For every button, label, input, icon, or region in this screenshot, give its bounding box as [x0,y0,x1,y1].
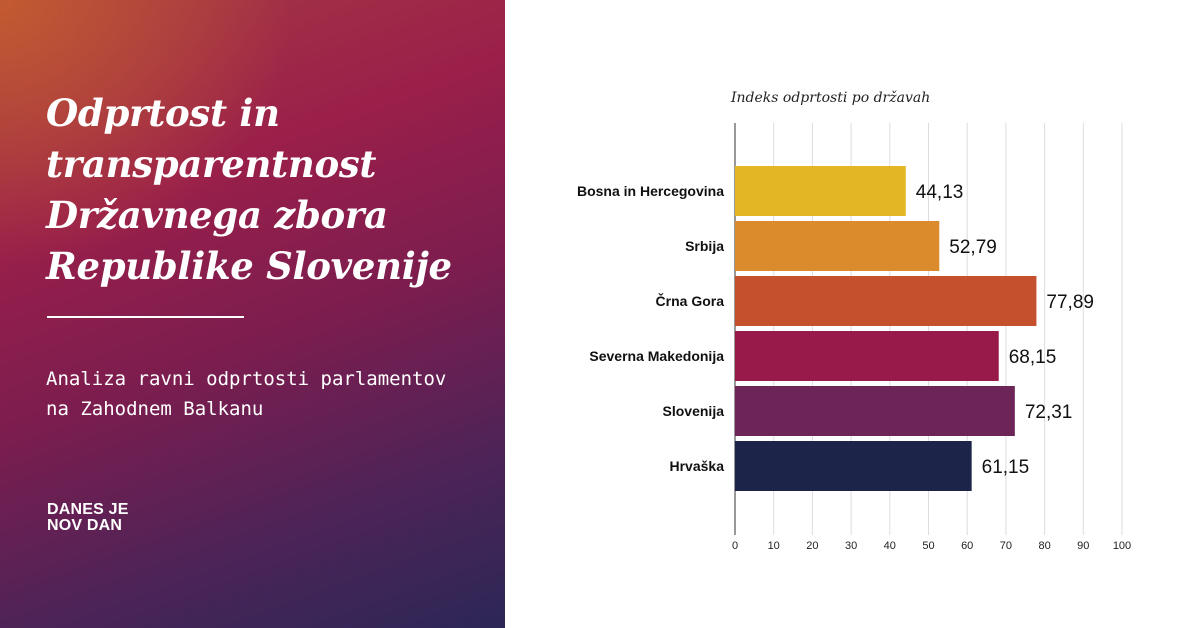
category-label: Bosna in Hercegovina [577,183,724,199]
bar [735,331,999,381]
data-label: 68,15 [1009,347,1057,368]
data-label: 52,79 [949,237,997,258]
x-tick-label: 0 [732,540,738,552]
logo-line-1: DANES JE [47,501,129,518]
bar [735,276,1037,326]
category-label: Srbija [685,238,724,254]
x-tick-label: 60 [961,540,973,552]
data-label: 77,89 [1046,292,1094,313]
x-tick-label: 90 [1077,540,1089,552]
chart-title: Indeks odprtosti po državah [731,90,931,106]
page-title: Odprtost in transparentnost Državnega zb… [46,91,452,288]
brand-logo: DANES JE NOV DAN [47,502,187,534]
page-subtitle: Analiza ravni odprtosti parlamentov na Z… [46,368,447,420]
bar [735,166,906,216]
x-tick-label: 20 [806,540,818,552]
left-panel: Odprtost in transparentnost Državnega zb… [0,0,505,628]
data-label: 72,31 [1025,402,1073,423]
data-label: 44,13 [916,182,964,203]
title-divider [47,316,244,318]
category-label: Črna Gora [656,292,725,309]
bar [735,441,972,491]
data-label: 61,15 [982,457,1030,478]
x-tick-label: 100 [1113,540,1131,552]
logo-line-2: NOV DAN [47,517,123,534]
bar-chart: 0 10 20 30 40 50 60 70 80 90 100 Bosna in Hercegovi… [577,123,1131,552]
bar [735,386,1015,436]
x-tick-label: 30 [845,540,857,552]
x-tick-label: 10 [768,540,780,552]
bar [735,221,940,271]
category-label: Severna Makedonija [589,348,724,364]
category-label: Slovenija [663,403,725,419]
x-tick-label: 50 [922,540,934,552]
category-label: Hrvaška [670,458,725,474]
x-tick-label: 40 [884,540,896,552]
x-tick-label: 80 [1038,540,1050,552]
x-tick-label: 70 [1000,540,1012,552]
